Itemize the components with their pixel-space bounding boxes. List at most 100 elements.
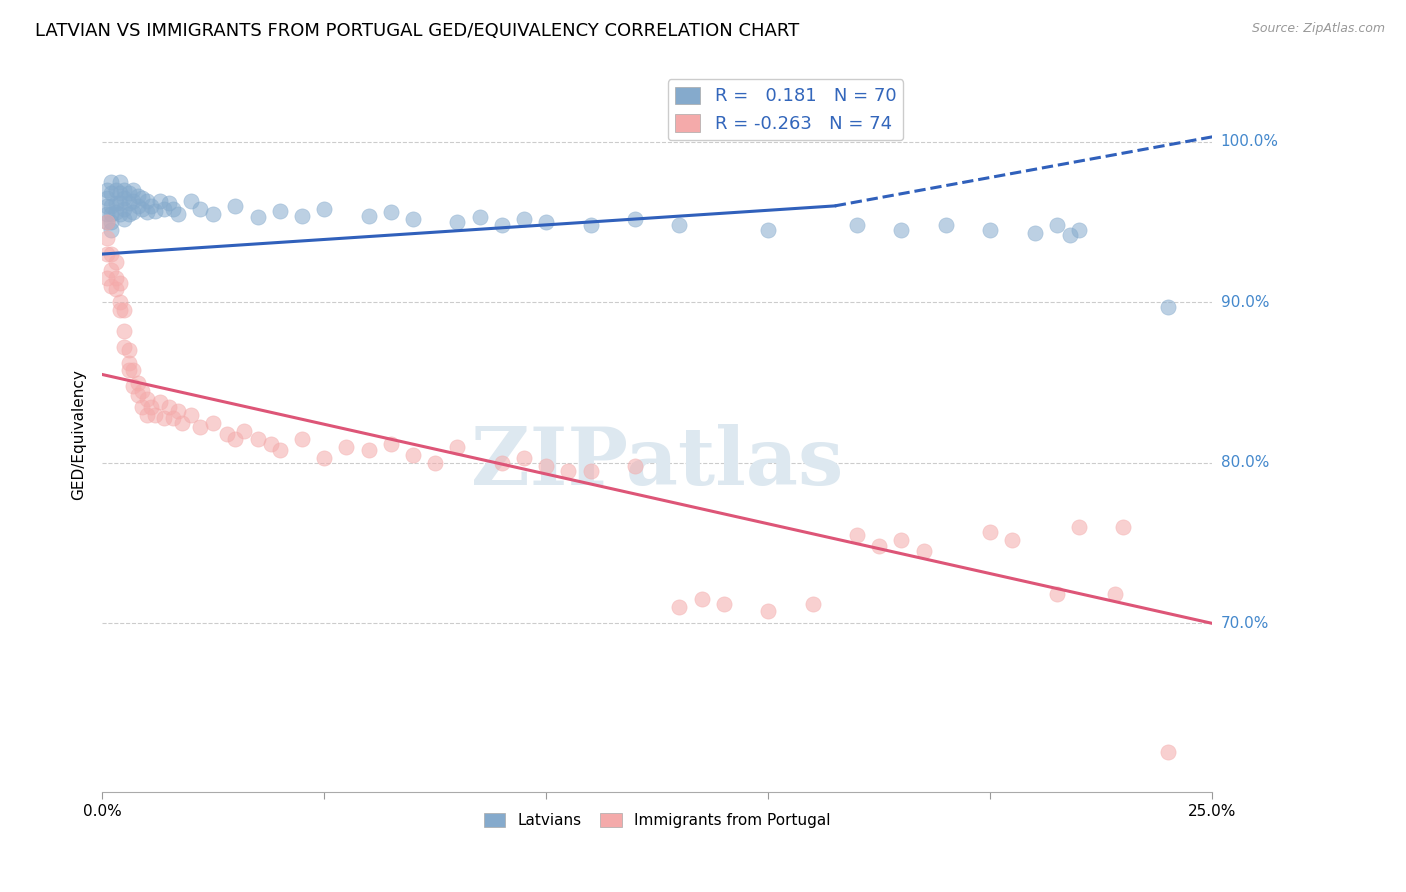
Point: [162, 202, 184, 216]
Point: [172, 416, 194, 430]
Point: [269, 442, 291, 457]
Point: [713, 597, 735, 611]
Point: [112, 202, 135, 216]
Point: [291, 432, 314, 446]
Point: [100, 279, 122, 293]
Point: [153, 202, 176, 216]
Point: [100, 199, 122, 213]
Point: [96, 215, 118, 229]
Point: [314, 450, 336, 465]
Point: [357, 209, 380, 223]
Point: [890, 223, 912, 237]
Point: [446, 215, 468, 229]
Point: [335, 440, 357, 454]
Point: [1024, 226, 1046, 240]
Point: [104, 205, 127, 219]
Point: [127, 388, 149, 402]
Point: [979, 223, 1001, 237]
Point: [127, 189, 149, 203]
Point: [100, 263, 122, 277]
Point: [112, 211, 135, 226]
Point: [135, 408, 157, 422]
Point: [112, 324, 135, 338]
Point: [534, 458, 557, 473]
Point: [513, 211, 536, 226]
Point: [135, 194, 157, 208]
Point: [224, 432, 246, 446]
Point: [756, 603, 779, 617]
Point: [1157, 300, 1180, 314]
Text: 100.0%: 100.0%: [1220, 134, 1278, 149]
Point: [188, 202, 211, 216]
Point: [131, 191, 153, 205]
Point: [668, 218, 690, 232]
Point: [96, 231, 118, 245]
Point: [139, 400, 162, 414]
Point: [246, 210, 269, 224]
Point: [96, 215, 118, 229]
Point: [468, 210, 491, 224]
Point: [801, 597, 824, 611]
Point: [112, 191, 135, 205]
Point: [846, 218, 869, 232]
Point: [108, 175, 131, 189]
Point: [145, 408, 167, 422]
Point: [380, 436, 402, 450]
Point: [690, 592, 713, 607]
Point: [1104, 587, 1126, 601]
Point: [846, 528, 869, 542]
Point: [112, 340, 135, 354]
Point: [112, 183, 135, 197]
Point: [215, 426, 238, 441]
Point: [1001, 533, 1024, 547]
Point: [108, 186, 131, 200]
Point: [513, 450, 536, 465]
Point: [112, 303, 135, 318]
Point: [624, 211, 647, 226]
Point: [104, 271, 127, 285]
Point: [425, 456, 447, 470]
Point: [357, 442, 380, 457]
Point: [118, 356, 141, 370]
Point: [1059, 227, 1081, 242]
Point: [402, 211, 425, 226]
Point: [122, 205, 145, 219]
Point: [912, 544, 935, 558]
Point: [224, 199, 246, 213]
Point: [96, 271, 118, 285]
Point: [96, 247, 118, 261]
Point: [534, 215, 557, 229]
Point: [157, 400, 180, 414]
Point: [100, 186, 122, 200]
Point: [269, 203, 291, 218]
Point: [131, 400, 153, 414]
Point: [166, 207, 188, 221]
Text: LATVIAN VS IMMIGRANTS FROM PORTUGAL GED/EQUIVALENCY CORRELATION CHART: LATVIAN VS IMMIGRANTS FROM PORTUGAL GED/…: [35, 22, 800, 40]
Point: [1046, 218, 1069, 232]
Point: [104, 255, 127, 269]
Point: [890, 533, 912, 547]
Point: [157, 195, 180, 210]
Point: [145, 203, 167, 218]
Point: [202, 207, 225, 221]
Point: [127, 376, 149, 390]
Point: [118, 207, 141, 221]
Point: [108, 207, 131, 221]
Point: [314, 202, 336, 216]
Point: [100, 175, 122, 189]
Point: [96, 191, 118, 205]
Point: [624, 458, 647, 473]
Point: [233, 424, 256, 438]
Point: [118, 186, 141, 200]
Legend: Latvians, Immigrants from Portugal: Latvians, Immigrants from Portugal: [478, 806, 837, 834]
Point: [260, 436, 283, 450]
Point: [118, 362, 141, 376]
Point: [108, 276, 131, 290]
Point: [100, 207, 122, 221]
Point: [291, 209, 314, 223]
Point: [491, 456, 513, 470]
Point: [668, 600, 690, 615]
Point: [100, 247, 122, 261]
Point: [100, 215, 122, 229]
Point: [166, 404, 188, 418]
